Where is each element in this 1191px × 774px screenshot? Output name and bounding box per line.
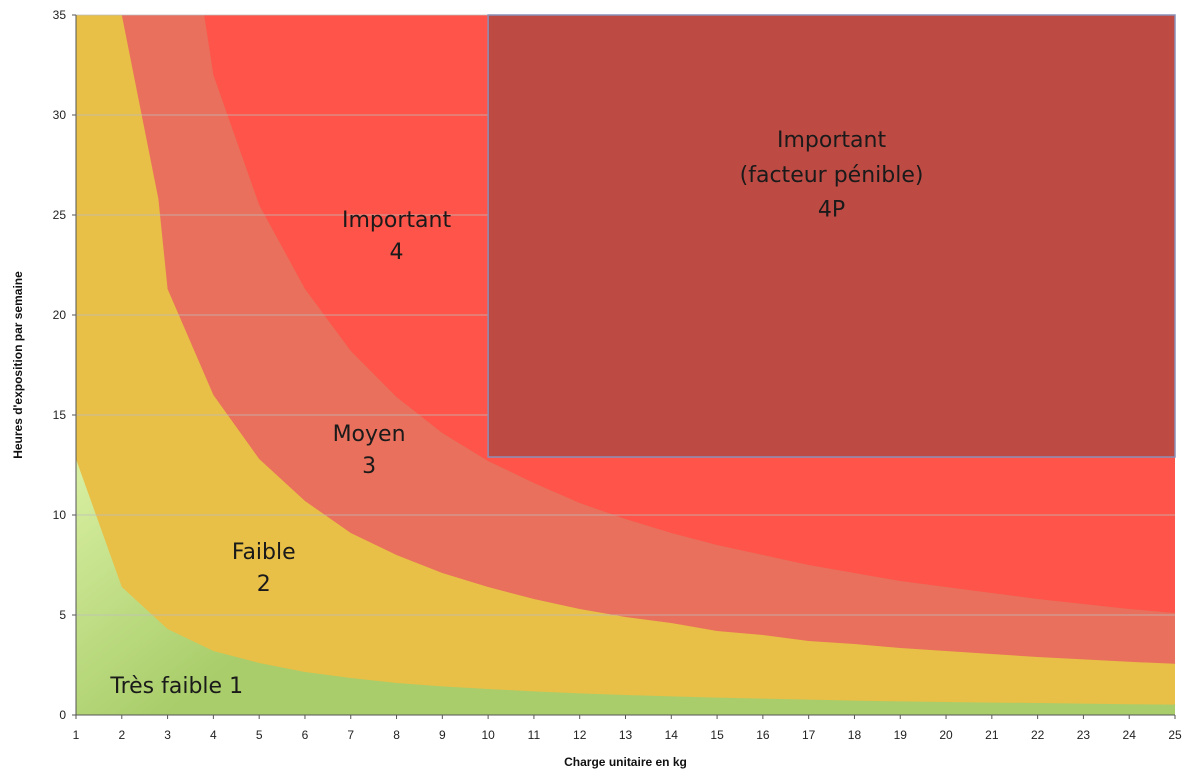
y-tick-label: 30 [53, 108, 67, 122]
x-tick-label: 14 [665, 728, 679, 742]
x-tick-label: 3 [164, 728, 171, 742]
x-tick-label: 16 [756, 728, 770, 742]
x-tick-label: 18 [848, 728, 862, 742]
y-tick-label: 10 [53, 508, 67, 522]
x-tick-label: 21 [985, 728, 999, 742]
x-tick-label: 12 [573, 728, 587, 742]
x-tick-label: 7 [347, 728, 354, 742]
x-tick-label: 22 [1031, 728, 1045, 742]
x-tick-label: 1 [73, 728, 80, 742]
x-tick-label: 23 [1077, 728, 1091, 742]
y-tick-label: 25 [53, 208, 67, 222]
zone-label: 2 [257, 572, 271, 597]
zone-label: 4P [818, 198, 845, 223]
x-tick-label: 25 [1168, 728, 1182, 742]
highlight-zone [487, 14, 1176, 458]
x-axis-title: Charge unitaire en kg [564, 755, 687, 769]
x-tick-label: 13 [619, 728, 633, 742]
x-tick-label: 9 [439, 728, 446, 742]
x-tick-label: 8 [393, 728, 400, 742]
zone-label: (facteur pénible) [740, 163, 924, 188]
x-tick-label: 24 [1123, 728, 1137, 742]
y-tick-label: 0 [59, 708, 66, 722]
zone-important-4p [487, 14, 1176, 458]
y-tick-label: 15 [53, 408, 67, 422]
x-tick-label: 5 [256, 728, 263, 742]
zone-faible [76, 15, 1175, 715]
x-tick-label: 2 [118, 728, 125, 742]
x-tick-label: 15 [710, 728, 724, 742]
y-tick-label: 5 [59, 608, 66, 622]
zone-label: Faible [232, 540, 296, 565]
zone-label: 4 [390, 240, 404, 265]
zone-label: Important [342, 208, 451, 233]
y-axis-title: Heures d'exposition par semaine [11, 271, 25, 459]
x-tick-label: 19 [894, 728, 908, 742]
y-tick-label: 20 [53, 308, 67, 322]
x-tick-label: 4 [210, 728, 217, 742]
zone-label: Très faible 1 [109, 674, 243, 699]
zone-label: 3 [362, 454, 376, 479]
zone-label: Moyen [333, 422, 406, 447]
zone-labels: Très faible 1 Faible 2 Moyen 3 Important 4 Impo… [109, 128, 923, 699]
x-tick-label: 17 [802, 728, 816, 742]
x-tick-label: 20 [939, 728, 953, 742]
x-tick-label: 11 [528, 728, 541, 742]
y-tick-label: 35 [53, 8, 67, 22]
zone-tres-faible [76, 459, 1175, 715]
zone-label: Important [777, 128, 886, 153]
x-tick-label: 10 [481, 728, 495, 742]
x-tick-label: 6 [302, 728, 309, 742]
